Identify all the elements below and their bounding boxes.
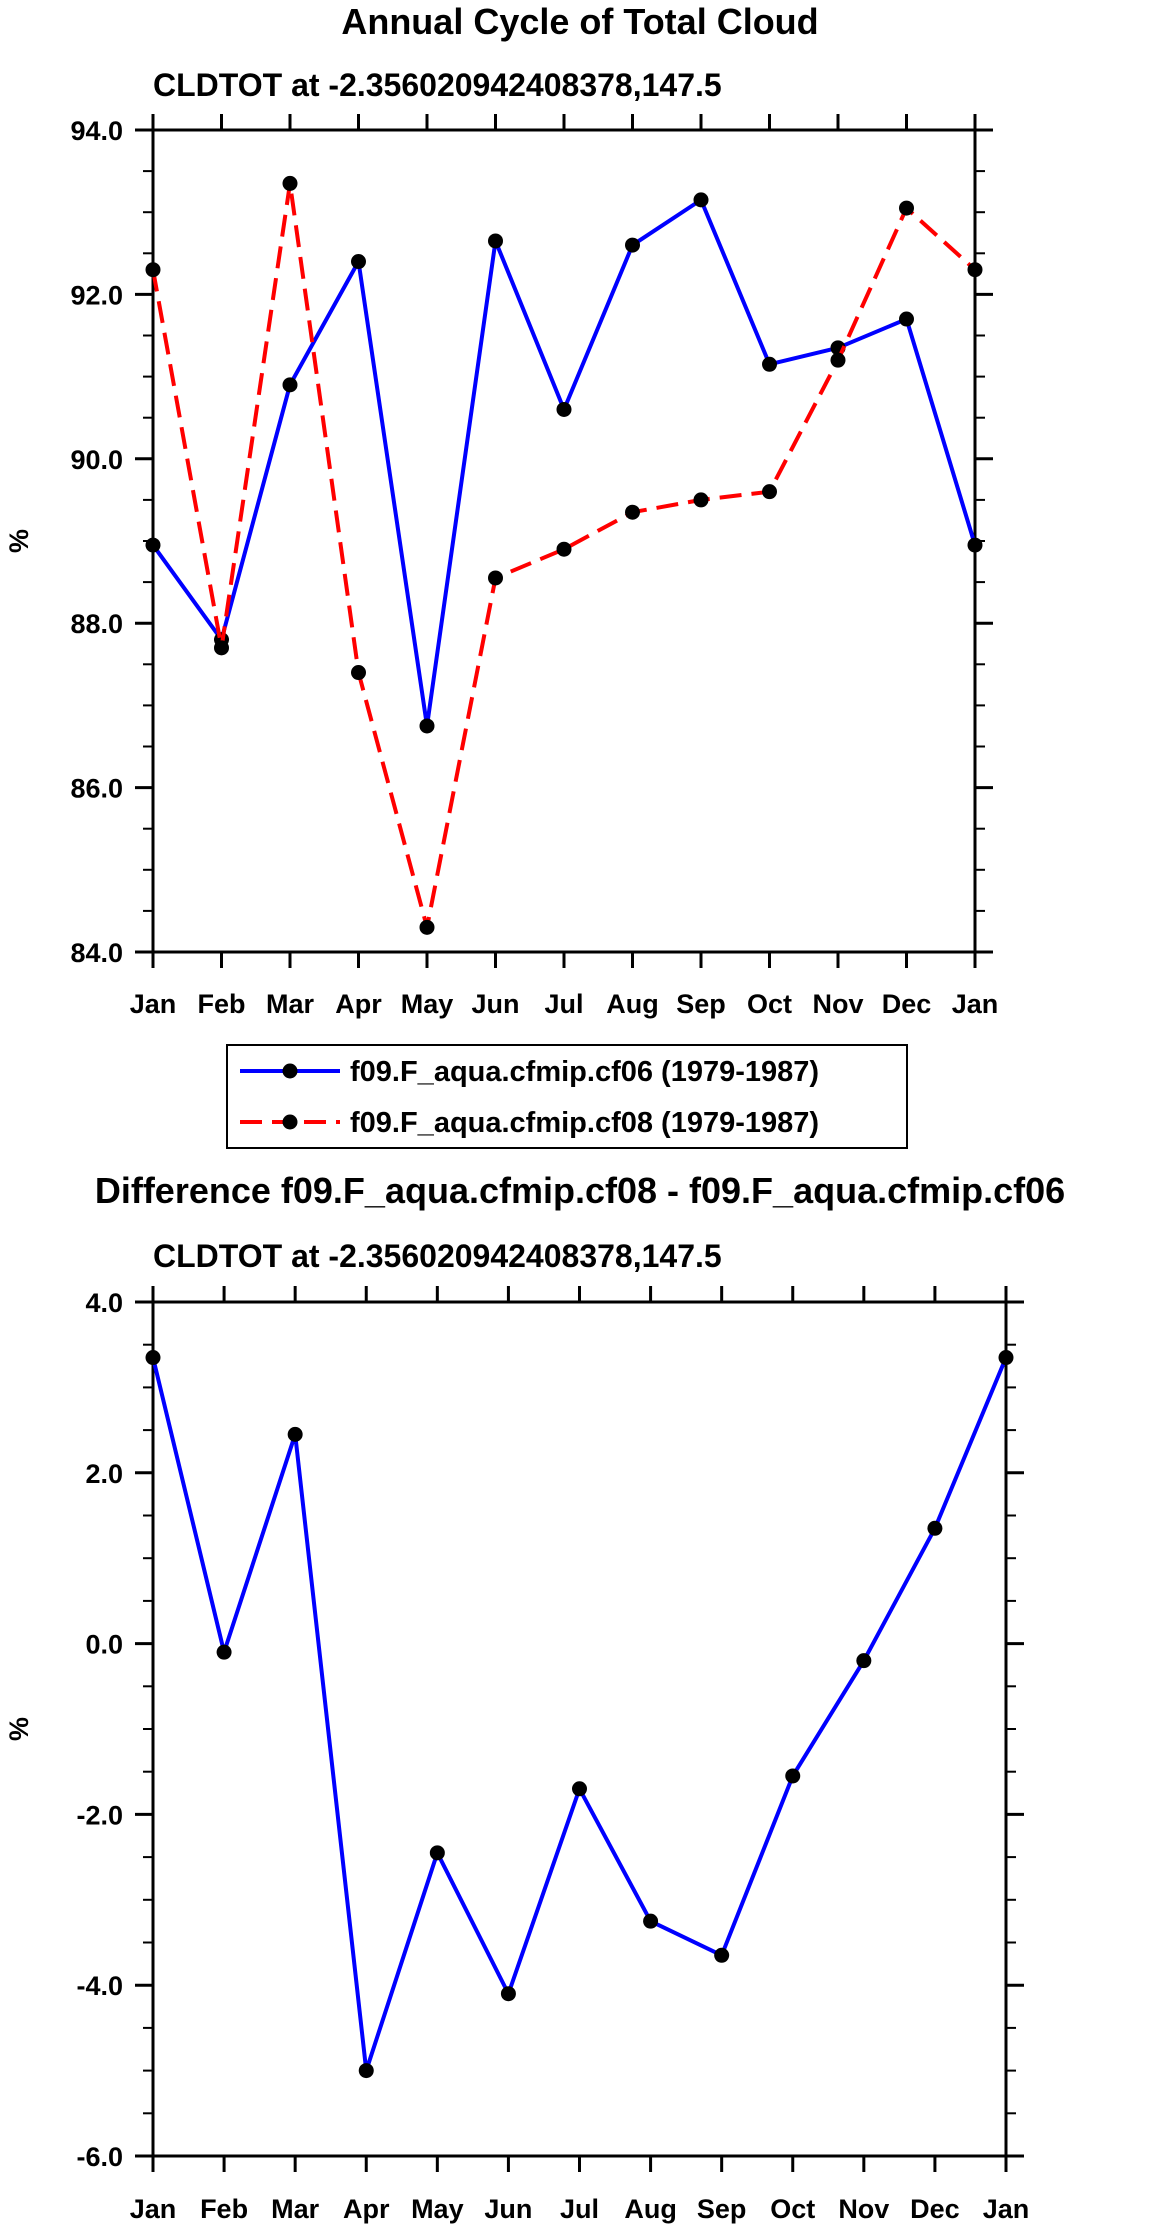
x-tick-label: Apr — [335, 989, 382, 1019]
y-tick-label: 90.0 — [70, 445, 123, 475]
y-axis-label: % — [4, 1717, 34, 1741]
x-tick-label: Mar — [271, 2194, 320, 2224]
data-point — [216, 1644, 232, 1660]
y-axis-label: % — [4, 529, 34, 553]
data-point — [419, 718, 435, 734]
data-point — [899, 311, 914, 327]
x-tick-label: May — [401, 989, 454, 1019]
x-tick-label: Jul — [544, 989, 583, 1019]
y-tick-label: 4.0 — [85, 1288, 123, 1318]
data-point — [556, 401, 572, 417]
x-tick-label: May — [411, 2194, 464, 2224]
legend-entry-2: f09.F_aqua.cfmip.cf08 (1979-1987) — [350, 1107, 819, 1139]
x-tick-label: Jan — [130, 2194, 177, 2224]
data-point — [830, 352, 846, 368]
legend-box — [226, 1044, 908, 1149]
chart-title: Annual Cycle of Total Cloud — [341, 1, 818, 42]
y-tick-label: 88.0 — [70, 609, 123, 639]
x-tick-label: Sep — [676, 989, 726, 1019]
data-point — [572, 1781, 587, 1797]
data-point — [693, 492, 709, 508]
data-point — [762, 484, 777, 500]
y-tick-label: -4.0 — [76, 1971, 123, 2001]
x-tick-label: Jul — [560, 2194, 599, 2224]
x-tick-label: Dec — [882, 989, 932, 1019]
data-point — [500, 1986, 516, 2002]
data-point — [488, 233, 503, 249]
x-tick-label: Dec — [910, 2194, 960, 2224]
data-point — [693, 192, 709, 208]
data-point — [556, 541, 572, 557]
y-tick-label: 2.0 — [85, 1459, 123, 1489]
data-point — [762, 356, 777, 372]
legend-marker — [282, 1114, 298, 1130]
legend-marker — [282, 1063, 298, 1079]
x-tick-label: Oct — [770, 2194, 815, 2224]
y-tick-label: 92.0 — [70, 280, 123, 310]
x-tick-label: Apr — [343, 2194, 390, 2224]
x-tick-label: Sep — [697, 2194, 747, 2224]
y-tick-label: -6.0 — [76, 2142, 123, 2172]
data-point — [145, 262, 161, 278]
y-tick-label: -2.0 — [76, 1800, 123, 1830]
x-tick-label: Jan — [130, 989, 177, 1019]
legend: f09.F_aqua.cfmip.cf06 (1979-1987) f09.F_a… — [226, 1044, 908, 1149]
data-point — [899, 200, 914, 216]
data-point — [419, 919, 435, 935]
x-tick-label: Feb — [197, 989, 245, 1019]
x-tick-label: Aug — [624, 2194, 676, 2224]
x-tick-label: Jun — [484, 2194, 532, 2224]
data-point — [351, 665, 366, 681]
chart-2: Difference f09.F_aqua.cfmip.cf08 - f09.F… — [4, 1170, 1065, 2224]
y-tick-label: 0.0 — [85, 1630, 123, 1660]
x-tick-label: Nov — [838, 2194, 889, 2224]
x-tick-label: Oct — [747, 989, 792, 1019]
data-point — [714, 1947, 730, 1963]
y-tick-label: 94.0 — [70, 116, 123, 146]
y-tick-label: 84.0 — [70, 938, 123, 968]
data-point — [282, 377, 298, 393]
x-tick-label: Aug — [606, 989, 658, 1019]
data-point — [282, 175, 298, 191]
chart-subtitle: CLDTOT at -2.356020942408378,147.5 — [153, 67, 722, 103]
data-point — [625, 237, 640, 253]
plot-frame — [151, 1300, 1008, 2158]
data-point — [967, 262, 983, 278]
data-point — [145, 1350, 161, 1366]
chart-title: Difference f09.F_aqua.cfmip.cf08 - f09.F… — [95, 1170, 1065, 1211]
data-point — [488, 570, 503, 586]
x-tick-label: Jun — [471, 989, 519, 1019]
data-point — [927, 1520, 943, 1536]
data-point — [214, 640, 229, 656]
x-tick-label: Feb — [200, 2194, 248, 2224]
x-tick-label: Mar — [266, 989, 315, 1019]
data-point — [429, 1845, 445, 1861]
legend-entry-1: f09.F_aqua.cfmip.cf06 (1979-1987) — [350, 1056, 819, 1088]
x-tick-label: Jan — [983, 2194, 1030, 2224]
data-point — [287, 1426, 303, 1442]
data-point — [351, 254, 366, 270]
data-point — [967, 537, 983, 553]
series-line-1 — [151, 1356, 1008, 2073]
data-point — [643, 1913, 659, 1929]
data-point — [625, 504, 640, 520]
chart-1: Annual Cycle of Total Cloud CLDTOT at -2.… — [4, 1, 999, 1149]
y-tick-label: 86.0 — [70, 774, 123, 804]
data-point — [145, 537, 161, 553]
x-tick-label: Jan — [952, 989, 999, 1019]
data-point — [358, 2063, 374, 2079]
data-point — [998, 1350, 1014, 1366]
data-point — [785, 1768, 801, 1784]
chart-subtitle: CLDTOT at -2.356020942408378,147.5 — [153, 1238, 722, 1274]
plot-frame — [151, 128, 977, 954]
x-tick-label: Nov — [812, 989, 863, 1019]
data-point — [856, 1653, 872, 1669]
